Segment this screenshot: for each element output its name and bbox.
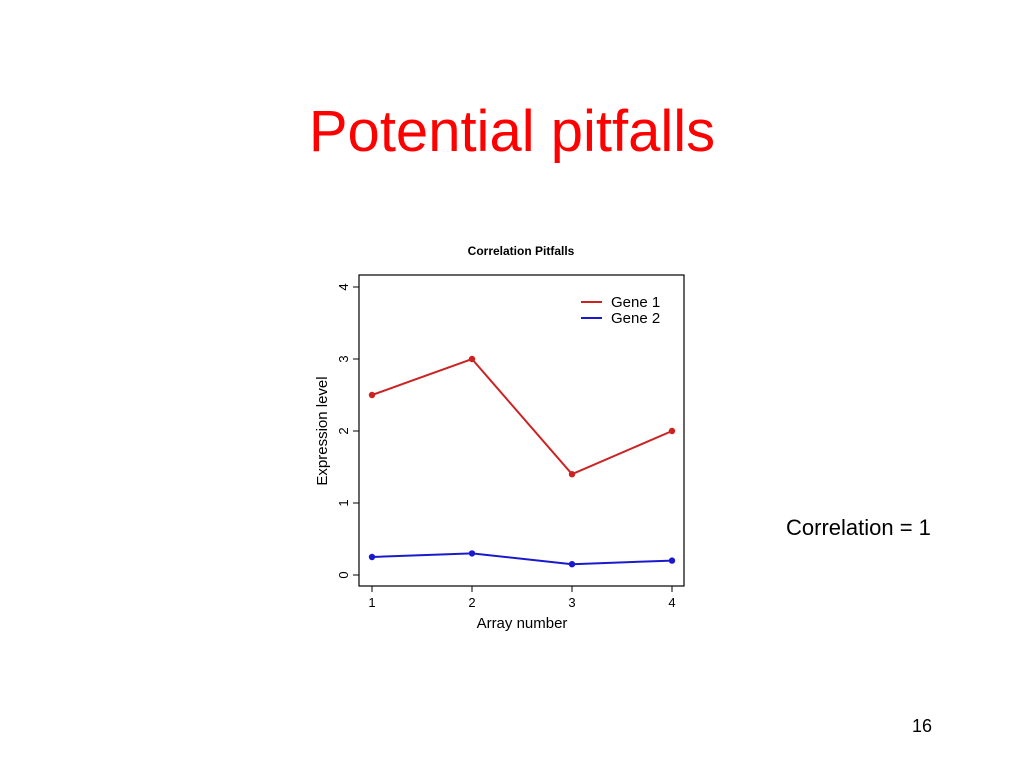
x-axis-label: Array number <box>477 615 568 632</box>
chart-title: Correlation Pitfalls <box>468 244 575 258</box>
y-tick-label: 2 <box>336 427 351 434</box>
x-tick-label: 1 <box>368 595 375 610</box>
y-tick-label: 4 <box>336 283 351 290</box>
data-point <box>668 427 676 435</box>
data-point <box>668 557 676 564</box>
y-axis: 0 1 2 3 4 <box>336 283 359 579</box>
x-tick-label: 3 <box>568 595 575 610</box>
data-point <box>368 553 376 561</box>
x-tick-label: 4 <box>668 595 675 610</box>
data-point <box>568 561 576 568</box>
legend-label: Gene 1 <box>611 294 660 311</box>
data-point <box>568 471 576 478</box>
slide-title: Potential pitfalls <box>308 99 716 164</box>
y-axis-label: Expression level <box>314 376 331 485</box>
series-line-2 <box>371 552 673 566</box>
legend-label: Gene 2 <box>611 310 660 327</box>
series-layer <box>368 355 676 568</box>
data-point <box>368 391 376 399</box>
y-tick-label: 3 <box>336 355 351 362</box>
y-tick-label: 0 <box>336 571 351 578</box>
x-tick-label: 2 <box>468 595 475 610</box>
x-axis: 1 2 3 4 <box>368 586 676 610</box>
series-line-1 <box>371 357 673 476</box>
data-point <box>468 550 476 557</box>
y-tick-label: 1 <box>336 499 351 506</box>
data-point <box>468 355 476 363</box>
correlation-note: Correlation = 1 <box>786 515 931 540</box>
page-number: 16 <box>912 716 933 736</box>
